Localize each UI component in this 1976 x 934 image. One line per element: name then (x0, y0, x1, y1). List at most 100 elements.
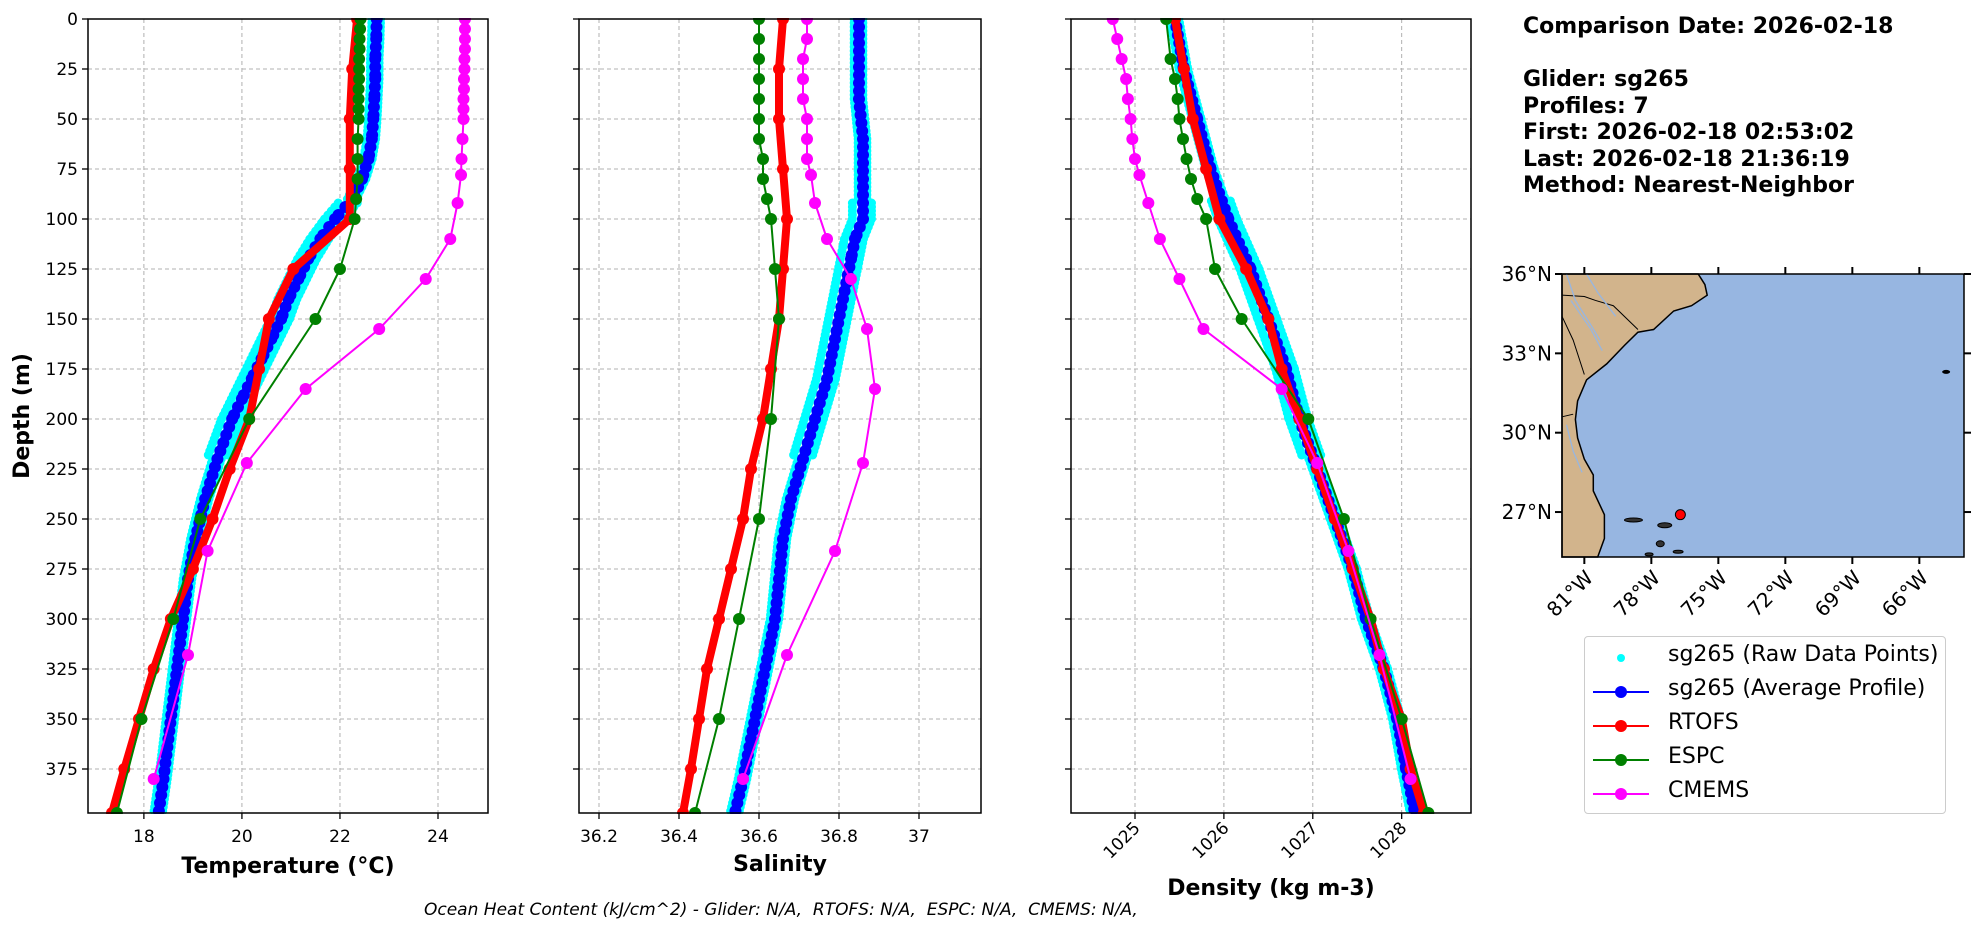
cmems-marker (455, 153, 468, 165)
cmems-marker (458, 23, 471, 35)
espc-marker (1180, 153, 1193, 165)
x-tick-label: 22 (329, 827, 351, 847)
island (1655, 540, 1665, 548)
rtofs-marker (186, 563, 199, 575)
axes-frame (87, 18, 489, 814)
rtofs-marker (1200, 163, 1213, 175)
espc-marker (352, 103, 365, 115)
x-tick-label: 36.6 (740, 827, 778, 847)
island (1644, 552, 1654, 557)
cmems-marker (201, 545, 214, 557)
x-tick-label: 36.8 (820, 827, 858, 847)
green-line-marker-icon (1593, 754, 1649, 766)
espc-marker (352, 83, 365, 95)
cmems-marker (809, 197, 821, 209)
cmems-marker (458, 53, 471, 65)
map-inset: 81°W 78°W 75°W 72°W 69°W 66°W 36°N 33°N 30°N 27°N (1502, 262, 1971, 622)
espc-marker (773, 313, 785, 325)
espc-marker (1169, 73, 1181, 85)
cmems-marker (869, 383, 881, 395)
rtofs-marker (737, 513, 749, 525)
mask (1041, 814, 1501, 844)
espc-marker (1337, 513, 1350, 525)
espc-marker (243, 413, 256, 425)
espc-marker (765, 213, 777, 225)
y-tick-label: 125 (46, 260, 78, 280)
cmems-marker (457, 73, 470, 85)
red-line-marker-icon (1593, 720, 1649, 732)
espc-marker (348, 213, 361, 225)
cmems-marker (373, 323, 386, 335)
cmems-marker (240, 457, 253, 469)
glider-name: Glider: sg265 (1523, 67, 1689, 92)
river (1565, 273, 1601, 341)
cmems-marker (845, 273, 857, 285)
axes-frame (1070, 18, 1472, 814)
legend-label: sg265 (Raw Data Points) (1668, 642, 1939, 667)
cmems-marker (457, 113, 470, 125)
espc-marker (1171, 93, 1184, 105)
cmems-marker (419, 273, 432, 285)
cmems-marker (458, 43, 471, 55)
cmems-marker (444, 233, 457, 245)
info-panel: Comparison Date: 2026-02-18 ​ Glider: sg… (1523, 14, 1893, 200)
cmems-line (152, 19, 466, 780)
river (1565, 424, 1583, 473)
mask (549, 0, 1011, 18)
cmems-marker (857, 457, 869, 469)
island (1623, 517, 1643, 523)
rtofs-marker (1186, 113, 1199, 125)
espc-marker (753, 93, 765, 105)
cmems-marker (1129, 153, 1141, 165)
cmems-marker (821, 233, 833, 245)
y-tick-label: 50 (56, 110, 78, 130)
legend-label: ESPC (1668, 744, 1725, 769)
cmems-marker (455, 169, 468, 181)
espc-marker (1200, 213, 1213, 225)
cmems-marker (1115, 53, 1128, 65)
cmems-marker (457, 83, 470, 95)
y-tick-label: 350 (46, 710, 78, 730)
first-time: First: 2026-02-18 02:53:02 (1523, 120, 1855, 145)
y-tick-label: 375 (46, 760, 78, 780)
axes-frame (578, 18, 982, 814)
y-tick-label: 75 (56, 160, 78, 180)
island (1657, 522, 1673, 529)
cmems-marker (451, 197, 464, 209)
y-axis-label: Depth (m) (10, 353, 35, 479)
espc-marker (757, 153, 769, 165)
x-axis-label: Salinity (733, 852, 827, 877)
map-y-tick-label: 36°N (1502, 262, 1552, 286)
espc-marker (352, 113, 365, 125)
espc-marker (1185, 173, 1197, 185)
state-border (1561, 294, 1639, 330)
cmems-marker (801, 113, 813, 125)
cmems-marker (1153, 233, 1166, 245)
y-tick-label: 275 (46, 560, 78, 580)
espc-marker (769, 263, 781, 275)
cmems-marker (1342, 545, 1355, 557)
x-tick-label: 36.2 (580, 827, 618, 847)
rtofs-marker (1240, 263, 1253, 275)
espc-marker (765, 413, 777, 425)
espc-marker (753, 33, 765, 45)
island (1672, 549, 1684, 554)
raw-data-point (1297, 450, 1307, 460)
map-x-tick-label: 75°W (1676, 565, 1732, 621)
x-tick-label: 18 (133, 827, 155, 847)
cmems-marker (1133, 169, 1146, 181)
y-tick-label: 325 (46, 660, 78, 680)
legend-label: sg265 (Average Profile) (1668, 676, 1926, 701)
cmems-marker (797, 73, 809, 85)
cyan-dot-icon (1617, 654, 1625, 662)
espc-marker (352, 93, 365, 105)
cmems-marker (457, 93, 470, 105)
map-x-tick-label: 69°W (1810, 565, 1866, 621)
espc-marker (753, 113, 765, 125)
espc-marker (757, 173, 769, 185)
y-tick-label: 250 (46, 510, 78, 530)
cmems-marker (182, 649, 194, 661)
rtofs-marker (777, 163, 789, 175)
y-tick-label: 150 (46, 310, 78, 330)
y-tick-label: 200 (46, 410, 78, 430)
